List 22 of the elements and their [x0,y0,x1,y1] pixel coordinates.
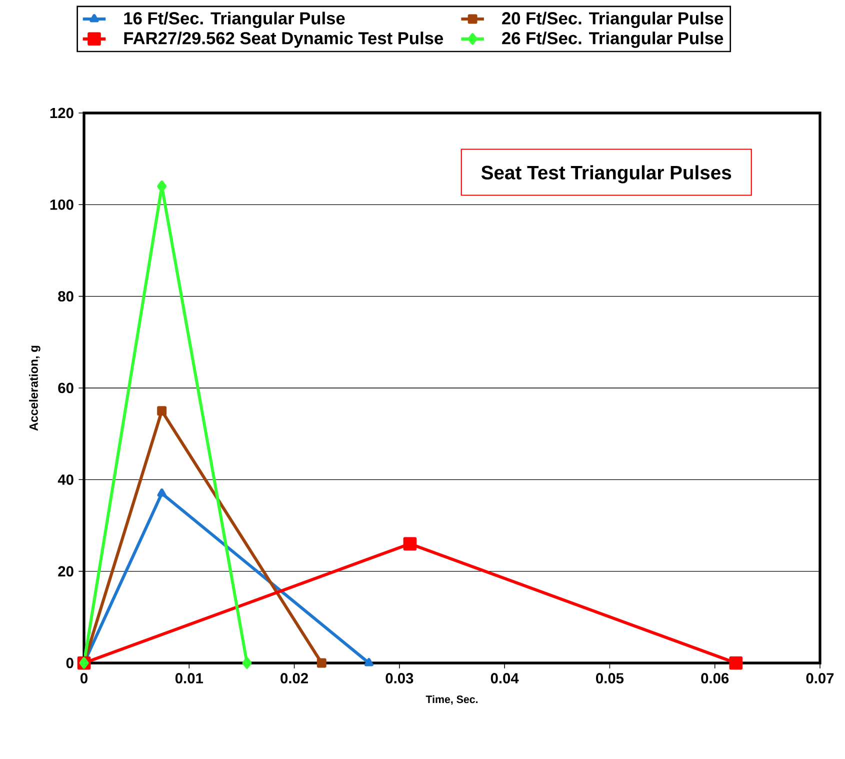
legend-label: 20 Ft/Sec. Triangular Pulse [502,12,724,28]
x-tick-label: 0.05 [596,673,624,684]
x-tick-label: 0.02 [280,673,308,684]
x-tick-label: 0 [80,673,88,684]
y-tick-label: 120 [50,108,74,118]
legend-label: 26 Ft/Sec. Triangular Pulse [502,32,724,48]
y-tick-label: 100 [50,199,74,210]
y-tick-label: 20 [58,566,74,577]
x-tick-label: 0.06 [701,673,729,684]
y-tick-label: 0 [66,658,74,668]
x-axis-title: Time, Sec. [426,695,478,705]
y-tick-label: 80 [58,291,74,302]
x-tick-label: 0.01 [175,673,203,684]
legend-label: FAR27/29.562 Seat Dynamic Test Pulse [124,32,444,48]
legend-label: 16 Ft/Sec. Triangular Pulse [124,12,345,28]
x-tick-label: 0.04 [490,673,519,684]
x-tick-label: 0.03 [386,673,414,684]
y-tick-label: 40 [58,474,74,485]
x-tick-label: 0.07 [806,673,834,684]
y-tick-label: 60 [58,382,74,394]
annotation: Seat Test Triangular Pulses [481,165,732,184]
y-axis-title: Acceleration, g [29,346,40,431]
